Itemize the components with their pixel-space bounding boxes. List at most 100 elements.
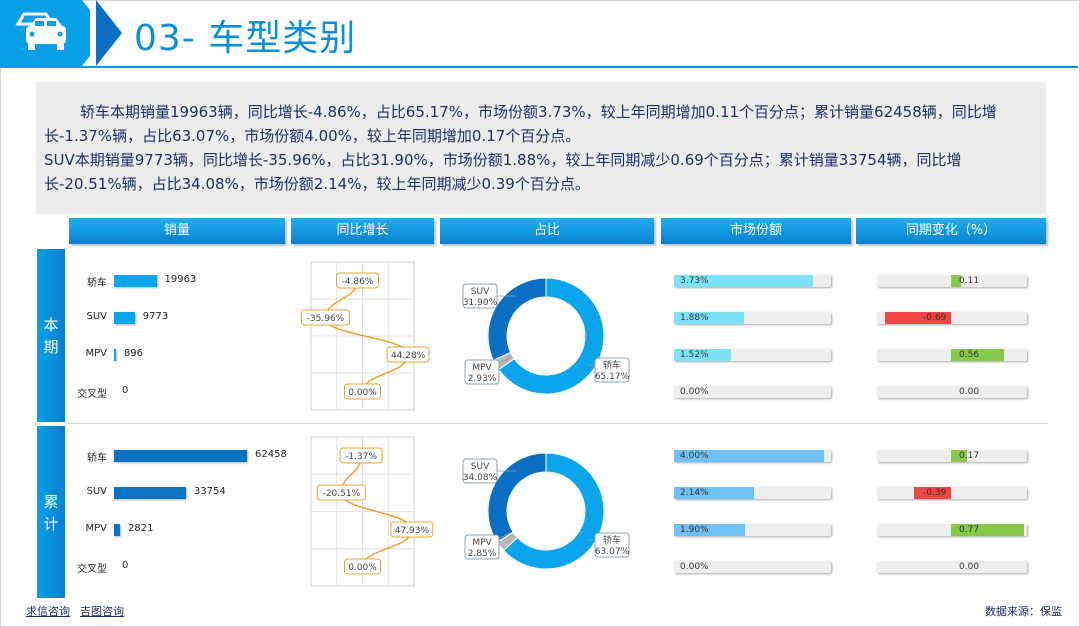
share-value-label: 1.90% <box>680 525 709 535</box>
ratio-label-category: MPV <box>472 363 492 373</box>
sales-category-label: MPV <box>85 523 108 534</box>
ratio-label-value: 63.07% <box>595 547 630 557</box>
share-value-label: 0.00% <box>680 387 709 397</box>
growth-data-label: -1.37% <box>339 447 383 464</box>
footer-link-2[interactable]: 吉图咨询 <box>80 605 124 618</box>
change-bar-track: 0.77 <box>877 524 1027 536</box>
share-bar-track: 2.14% <box>674 487 831 499</box>
header-underline-left <box>0 66 120 68</box>
share-value-label: 2.14% <box>680 488 709 498</box>
header-chevron-2 <box>96 0 122 66</box>
growth-data-label: 0.00% <box>344 383 381 400</box>
ratio-label-value: 34.08% <box>463 473 498 483</box>
ratio-slice-suv <box>487 277 547 362</box>
sales-value-label: 0 <box>122 385 129 396</box>
column-header-change: 同期变化（%） <box>856 218 1046 244</box>
ratio-label-value: 2.85% <box>468 549 497 559</box>
sales-bar <box>114 349 116 361</box>
share-bar-track: 0.00% <box>674 561 831 573</box>
header-underline <box>120 66 1078 68</box>
sales-category-label: SUV <box>86 311 107 322</box>
ratio-label-category: 轿车 <box>603 359 621 371</box>
section-cumulative: 累 计 <box>37 426 65 598</box>
change-bar-positive <box>951 275 962 287</box>
ratio-label-category: MPV <box>472 538 492 548</box>
column-header-share: 市场份额 <box>661 218 851 244</box>
change-bar-positive <box>951 524 1025 536</box>
column-header-ratio: 占比 <box>440 218 654 244</box>
sales-category-label: SUV <box>86 486 107 497</box>
change-bar-positive <box>951 349 1005 361</box>
ratio-label-value: 2.93% <box>468 374 497 384</box>
share-bar-track: 4.00% <box>674 450 831 462</box>
change-bar-track: 0.11 <box>877 275 1027 287</box>
growth-label-box <box>339 447 383 464</box>
sales-category-label: 轿车 <box>87 278 107 289</box>
section-current-char1: 本 <box>43 316 59 334</box>
growth-label-box <box>390 521 434 538</box>
growth-label-box <box>344 558 381 575</box>
ratio-label-box <box>462 458 498 484</box>
ratio-label-value: 31.90% <box>463 298 498 308</box>
ratio-label-box <box>462 283 498 309</box>
change-bar-track: 0.17 <box>877 450 1027 462</box>
growth-label-text: 0.00% <box>348 563 377 573</box>
change-value-label: -0.69 <box>923 313 947 323</box>
growth-label-text: -1.37% <box>345 452 377 462</box>
sales-category-label: 交叉型 <box>77 389 107 400</box>
sales-bar <box>114 312 135 324</box>
sales-value-label: 9773 <box>142 311 169 322</box>
share-bar <box>674 275 814 287</box>
summary-sedan: 轿车本期销量19963辆，同比增长-4.86%，占比65.17%，市场份额3.7… <box>44 103 997 145</box>
change-bar-negative <box>913 487 951 499</box>
growth-series-line <box>324 280 409 393</box>
growth-label-box <box>386 346 430 363</box>
share-value-label: 1.52% <box>680 350 709 360</box>
sales-bar <box>114 487 186 499</box>
ratio-label-value: 65.17% <box>595 372 630 382</box>
change-value-label: 0.00 <box>959 562 980 572</box>
growth-label-box <box>344 383 381 400</box>
share-bar <box>674 349 731 361</box>
share-value-label: 0.00% <box>680 562 709 572</box>
change-bar-positive <box>951 450 968 462</box>
share-bar-track: 1.88% <box>674 312 831 324</box>
change-bar-track: 0.00 <box>877 561 1027 573</box>
share-value-label: 4.00% <box>680 451 709 461</box>
sales-value-label: 896 <box>123 348 143 359</box>
change-value-label: 0.56 <box>959 350 980 360</box>
growth-data-label: 47.93% <box>390 521 434 538</box>
change-value-label: 0.11 <box>959 276 980 286</box>
share-bar <box>674 487 754 499</box>
share-bar-track: 1.90% <box>674 524 831 536</box>
share-value-label: 1.88% <box>680 313 709 323</box>
ratio-label-box <box>594 532 630 558</box>
sales-value-label: 19963 <box>164 274 197 285</box>
ratio-label-box <box>464 534 500 560</box>
page-title: 03- 车型类别 <box>134 18 357 59</box>
change-bar-track: 0.56 <box>877 349 1027 361</box>
change-bar-track: -0.69 <box>877 312 1027 324</box>
growth-label-text: 44.28% <box>391 351 426 361</box>
change-value-label: 0.17 <box>959 451 980 461</box>
change-value-label: -0.39 <box>923 488 947 498</box>
growth-data-label: 0.00% <box>344 558 381 575</box>
car-icon <box>15 12 66 50</box>
ratio-slice-suv <box>487 452 547 544</box>
share-bar-track: 1.52% <box>674 349 831 361</box>
ratio-label-box <box>464 359 500 385</box>
section-cumulative-char1: 累 <box>43 493 59 511</box>
growth-data-label: -35.96% <box>300 309 350 326</box>
sales-category-label: 轿车 <box>87 453 107 464</box>
growth-label-box <box>335 272 379 289</box>
change-value-label: 0.77 <box>959 525 980 535</box>
sales-value-label: 33754 <box>193 486 226 497</box>
growth-label-box <box>316 484 366 501</box>
footer-link-1[interactable]: 求信咨询 <box>26 605 70 618</box>
